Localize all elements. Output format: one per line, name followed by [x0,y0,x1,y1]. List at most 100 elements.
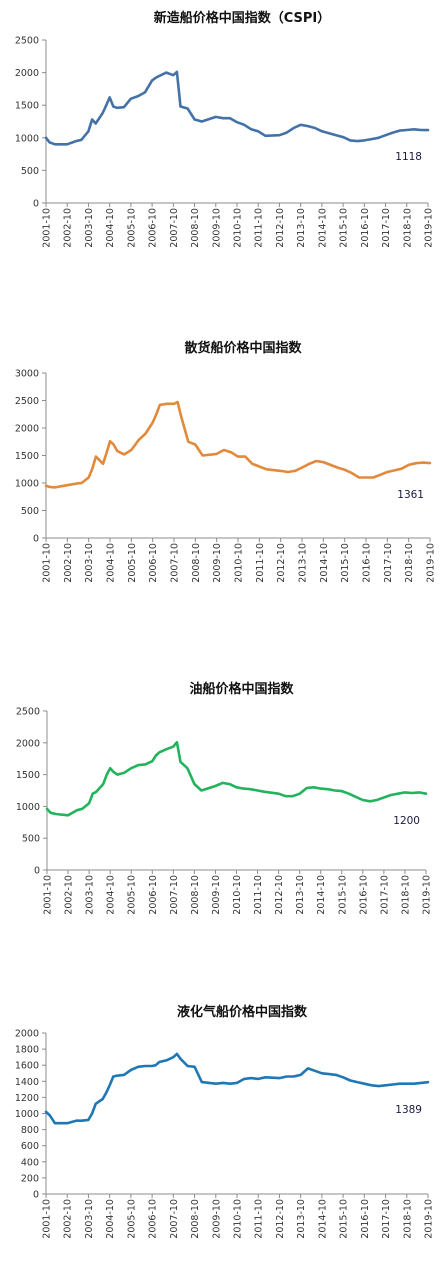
series-line [44,400,432,489]
x-tick-label: 2016-10 [360,1199,371,1239]
y-tick-label: 2000 [15,1029,39,1040]
y-tick-label: 2500 [16,707,40,718]
x-tick-label: 2012-10 [276,543,287,583]
x-tick-label: 2007-10 [169,875,180,915]
chart-title: 新造船价格中国指数（CSPI） [154,10,331,26]
x-tick-label: 2015-10 [339,1199,350,1239]
x-tick-label: 2009-10 [212,543,223,583]
x-tick-label: 2006-10 [148,543,159,583]
x-tick-label: 2004-10 [105,1199,116,1239]
x-tick-label: 2001-10 [42,543,53,583]
x-tick-label: 2009-10 [211,1199,222,1239]
chart-panel-1: 新造船价格中国指数（CSPI） 0 500 1000 1500 2000 2500 2001-… [15,10,435,248]
y-tick-label: 0 [33,199,39,210]
x-tick-label: 2001-10 [42,208,53,248]
y-tick-label: 2000 [15,424,39,435]
x-tick-label: 2007-10 [169,208,180,248]
x-tick-label: 2003-10 [84,208,95,248]
series-line [44,70,430,146]
y-tick-label: 1000 [16,802,40,813]
x-tick-label: 2018-10 [402,208,413,248]
x-tick-label: 2005-10 [127,875,138,915]
x-tick-label: 2013-10 [296,208,307,248]
x-tick-label: 2019-10 [422,875,433,915]
x-tick-label: 2013-10 [298,543,309,583]
chart-panel-2: 散货船价格中国指数 0 500 1000 1500 2000 2500 3000 2001-10… [15,340,437,583]
x-tick-label: 2008-10 [190,875,201,915]
x-tick-label: 2017-10 [381,1199,392,1239]
x-tick-label: 2017-10 [379,875,390,915]
x-tick-label: 2005-10 [127,543,138,583]
y-tick-label: 1000 [15,133,39,144]
chart-panel-4: 液化气船价格中国指数 0 200 400 600 800 1000 1200 1400 1600 1… [15,1004,435,1239]
x-tick-label: 2014-10 [319,543,330,583]
y-tick-label: 1500 [16,770,40,781]
x-tick-label: 2004-10 [106,875,117,915]
y-tick-label: 0 [33,534,39,545]
x-tick-label: 2001-10 [43,875,54,915]
x-tick-label: 2002-10 [63,208,74,248]
x-tick-label: 2004-10 [105,208,116,248]
chart-title: 液化气船价格中国指数 [177,1004,308,1020]
y-tick-label: 1400 [15,1077,39,1088]
x-tick-label: 2011-10 [254,208,265,248]
x-tick-label: 2006-10 [148,1199,159,1239]
x-tick-label: 2004-10 [106,543,117,583]
y-tick-label: 1000 [15,1109,39,1120]
y-tick-label: 2500 [15,396,39,407]
x-tick-label: 2014-10 [316,875,327,915]
chart-title: 散货船价格中国指数 [184,340,302,356]
end-value-label: 1361 [397,489,424,501]
x-tick-label: 2017-10 [383,543,394,583]
x-tick-label: 2012-10 [275,208,286,248]
y-tick-label: 1200 [15,1093,39,1104]
x-tick-label: 2008-10 [190,208,201,248]
x-tick-label: 2001-10 [42,1199,53,1239]
chart-title: 油船价格中国指数 [189,681,294,697]
x-tick-label: 2002-10 [64,875,75,915]
x-tick-label: 2015-10 [337,875,348,915]
x-tick-label: 2003-10 [85,875,96,915]
x-tick-label: 2008-10 [190,1199,201,1239]
x-tick-label: 2003-10 [84,1199,95,1239]
y-tick-label: 1600 [15,1061,39,1072]
x-tick-label: 2015-10 [340,543,351,583]
x-tick-label: 2011-10 [253,875,264,915]
end-value-label: 1389 [395,1104,422,1116]
x-tick-label: 2017-10 [381,208,392,248]
x-tick-label: 2006-10 [148,875,159,915]
y-tick-label: 1000 [15,479,39,490]
x-tick-label: 2014-10 [317,1199,328,1239]
y-tick-label: 500 [22,834,40,845]
y-tick-label: 2000 [15,68,39,79]
x-tick-label: 2016-10 [358,875,369,915]
chart-panel-3: 油船价格中国指数 0 500 1000 1500 2000 2500 2001-10 2002-… [16,681,433,915]
x-tick-label: 2010-10 [234,543,245,583]
y-tick-label: 3000 [15,369,39,380]
y-tick-label: 600 [21,1141,39,1152]
y-tick-label: 800 [21,1125,39,1136]
x-tick-label: 2015-10 [339,208,350,248]
x-tick-label: 2013-10 [295,875,306,915]
x-tick-label: 2016-10 [362,543,373,583]
x-tick-label: 2006-10 [148,208,159,248]
y-tick-label: 0 [33,1190,39,1201]
y-tick-label: 500 [21,506,39,517]
y-tick-label: 2000 [16,738,40,749]
x-tick-label: 2009-10 [211,208,222,248]
x-tick-label: 2019-10 [426,543,437,583]
x-tick-label: 2014-10 [317,208,328,248]
x-tick-label: 2008-10 [191,543,202,583]
end-value-label: 1118 [395,151,422,163]
x-tick-label: 2010-10 [233,1199,244,1239]
y-tick-label: 400 [21,1157,39,1168]
y-tick-label: 0 [34,866,40,877]
x-tick-label: 2018-10 [400,875,411,915]
y-tick-label: 1500 [15,101,39,112]
x-tick-label: 2005-10 [126,208,137,248]
x-tick-label: 2009-10 [211,875,222,915]
x-tick-label: 2010-10 [232,875,243,915]
x-tick-label: 2007-10 [170,543,181,583]
x-tick-label: 2012-10 [275,1199,286,1239]
